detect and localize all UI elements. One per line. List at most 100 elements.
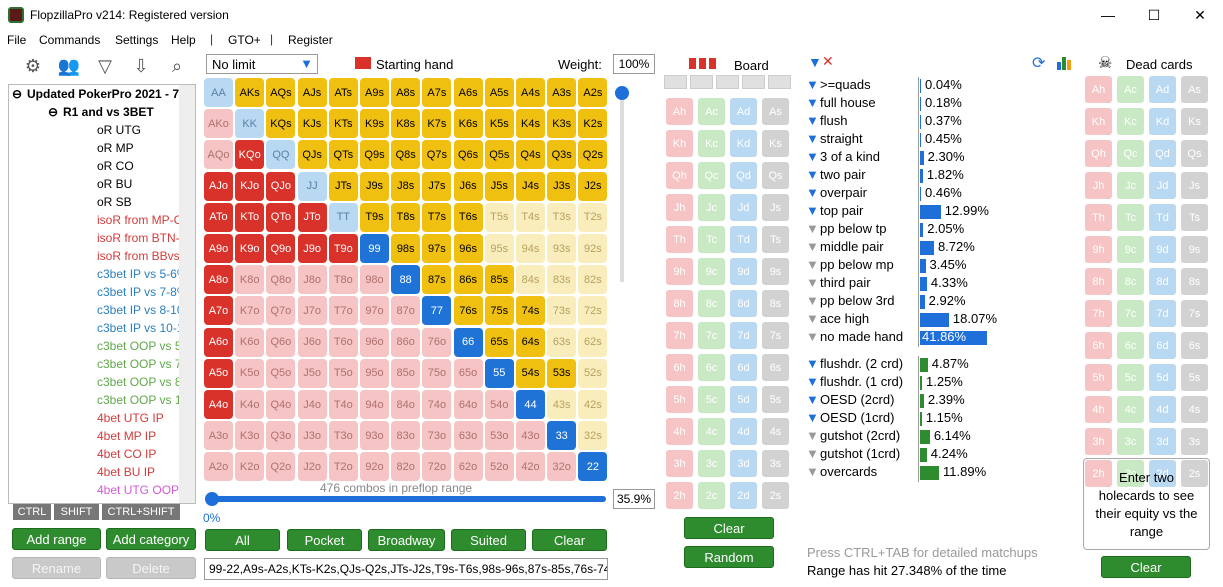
- hand-cell[interactable]: A5s: [484, 78, 514, 107]
- clear-range-button[interactable]: Clear: [532, 529, 607, 551]
- board-card[interactable]: 8c: [697, 289, 726, 318]
- hand-cell[interactable]: 83o: [391, 421, 421, 451]
- dead-card[interactable]: 2d: [1148, 459, 1177, 488]
- filter-icon[interactable]: ▼: [806, 293, 819, 308]
- tree-item[interactable]: 4bet MP IP: [97, 429, 157, 443]
- dead-card[interactable]: As: [1180, 75, 1209, 104]
- hand-cell[interactable]: J2o: [297, 452, 327, 482]
- rename-button[interactable]: Rename: [12, 557, 101, 579]
- dead-card[interactable]: 9d: [1148, 235, 1177, 264]
- dead-card[interactable]: 3d: [1148, 427, 1177, 456]
- board-card[interactable]: 5h: [665, 385, 694, 414]
- hand-cell[interactable]: 64s: [516, 327, 545, 357]
- board-card[interactable]: 4h: [665, 417, 694, 446]
- stat-name[interactable]: >=quads: [820, 77, 871, 92]
- tree-scrollbar[interactable]: [179, 85, 195, 503]
- tree-item[interactable]: oR SB: [97, 195, 132, 209]
- hand-cell[interactable]: QJo: [266, 171, 296, 201]
- hand-cell[interactable]: 42s: [578, 390, 608, 419]
- hand-cell[interactable]: 62s: [578, 327, 608, 357]
- hand-cell[interactable]: AJo: [204, 171, 233, 201]
- hand-cell[interactable]: T3s: [547, 202, 577, 232]
- add-range-button[interactable]: Add range: [12, 528, 101, 550]
- hand-cell[interactable]: 83s: [547, 265, 577, 295]
- hand-cell[interactable]: 97o: [360, 296, 389, 326]
- filter-icon[interactable]: ▼: [806, 410, 819, 425]
- tree-item[interactable]: oR BU: [97, 177, 133, 191]
- hand-cell[interactable]: A8s: [391, 78, 421, 107]
- dead-card[interactable]: 3h: [1084, 427, 1113, 456]
- hand-cell[interactable]: 88: [391, 265, 421, 295]
- hand-cell[interactable]: 53s: [547, 358, 577, 388]
- filter-icon[interactable]: ▼: [806, 203, 819, 218]
- hand-cell[interactable]: 77: [422, 296, 452, 326]
- board-card[interactable]: 9d: [729, 257, 758, 286]
- board-card[interactable]: 7s: [761, 321, 790, 350]
- board-card[interactable]: 5s: [761, 385, 790, 414]
- maximize-button[interactable]: ☐: [1147, 6, 1161, 23]
- board-card[interactable]: 7c: [697, 321, 726, 350]
- dead-card[interactable]: Ts: [1180, 203, 1209, 232]
- hand-cell[interactable]: 73s: [547, 296, 577, 326]
- tree-item[interactable]: oR UTG: [97, 123, 142, 137]
- hand-cell[interactable]: 92o: [360, 452, 389, 482]
- weight-input[interactable]: 100%: [613, 54, 655, 74]
- hand-cell[interactable]: J4o: [297, 390, 327, 419]
- hand-cell[interactable]: AKo: [204, 109, 233, 139]
- filter-icon[interactable]: ▼: [806, 464, 819, 479]
- dead-card[interactable]: Td: [1148, 203, 1177, 232]
- board-card[interactable]: Qd: [729, 161, 758, 190]
- tree-item[interactable]: 4bet BU IP: [97, 465, 156, 479]
- hand-cell[interactable]: Q5o: [266, 358, 296, 388]
- broadway-button[interactable]: Broadway: [368, 529, 445, 551]
- hand-cell[interactable]: Q6s: [453, 140, 483, 170]
- board-card[interactable]: 2s: [761, 481, 790, 510]
- stat-name[interactable]: gutshot (1crd): [820, 446, 901, 461]
- dead-card[interactable]: 7h: [1084, 299, 1113, 328]
- dead-card[interactable]: 7d: [1148, 299, 1177, 328]
- board-card[interactable]: 4s: [761, 417, 790, 446]
- hand-cell[interactable]: A6o: [204, 327, 233, 357]
- filter-icon[interactable]: ▼: [806, 221, 819, 236]
- filter-icon[interactable]: ▼: [806, 275, 819, 290]
- hand-cell[interactable]: 73o: [422, 421, 452, 451]
- dead-card[interactable]: 9c: [1116, 235, 1145, 264]
- dead-card[interactable]: Jc: [1116, 171, 1145, 200]
- hand-cell[interactable]: J8s: [391, 171, 421, 201]
- stat-name[interactable]: third pair: [820, 275, 871, 290]
- filter-icon[interactable]: ▼: [806, 149, 819, 164]
- menu-file[interactable]: File: [7, 33, 27, 47]
- stat-name[interactable]: pp below mp: [820, 257, 894, 272]
- hand-cell[interactable]: AJs: [297, 78, 327, 107]
- hand-cell[interactable]: 85o: [391, 358, 421, 388]
- dead-card[interactable]: 3c: [1116, 427, 1145, 456]
- board-card[interactable]: 2c: [697, 481, 726, 510]
- dead-card[interactable]: 2h: [1084, 459, 1113, 488]
- hand-cell[interactable]: ATo: [204, 202, 233, 232]
- dead-card[interactable]: 8d: [1148, 267, 1177, 296]
- board-card[interactable]: Ad: [729, 97, 758, 126]
- stat-name[interactable]: no made hand: [820, 329, 904, 344]
- hand-cell[interactable]: Q2s: [578, 140, 608, 170]
- hand-cell[interactable]: K5o: [235, 358, 265, 388]
- pocket-button[interactable]: Pocket: [287, 529, 362, 551]
- weight-slider[interactable]: [614, 84, 630, 284]
- hand-cell[interactable]: 84o: [391, 390, 421, 419]
- hand-cell[interactable]: A6s: [453, 78, 483, 107]
- board-card[interactable]: Kh: [665, 129, 694, 158]
- hand-cell[interactable]: Q4o: [266, 390, 296, 419]
- hand-cell[interactable]: J7s: [422, 171, 452, 201]
- stats-chart-icon[interactable]: [1057, 54, 1075, 70]
- stat-name[interactable]: flushdr. (2 crd): [820, 356, 904, 371]
- hand-cell[interactable]: A8o: [204, 265, 233, 295]
- dead-card[interactable]: 5d: [1148, 363, 1177, 392]
- menu-gto[interactable]: GTO+: [228, 33, 261, 47]
- board-card[interactable]: Js: [761, 193, 790, 222]
- hand-cell[interactable]: J3s: [547, 171, 577, 201]
- hand-cell[interactable]: 54o: [484, 390, 514, 419]
- hand-cell[interactable]: J8o: [297, 265, 327, 295]
- board-card[interactable]: Qh: [665, 161, 694, 190]
- board-slot[interactable]: [690, 75, 713, 89]
- dead-card[interactable]: Qh: [1084, 139, 1113, 168]
- weight-slider-handle[interactable]: [615, 86, 629, 100]
